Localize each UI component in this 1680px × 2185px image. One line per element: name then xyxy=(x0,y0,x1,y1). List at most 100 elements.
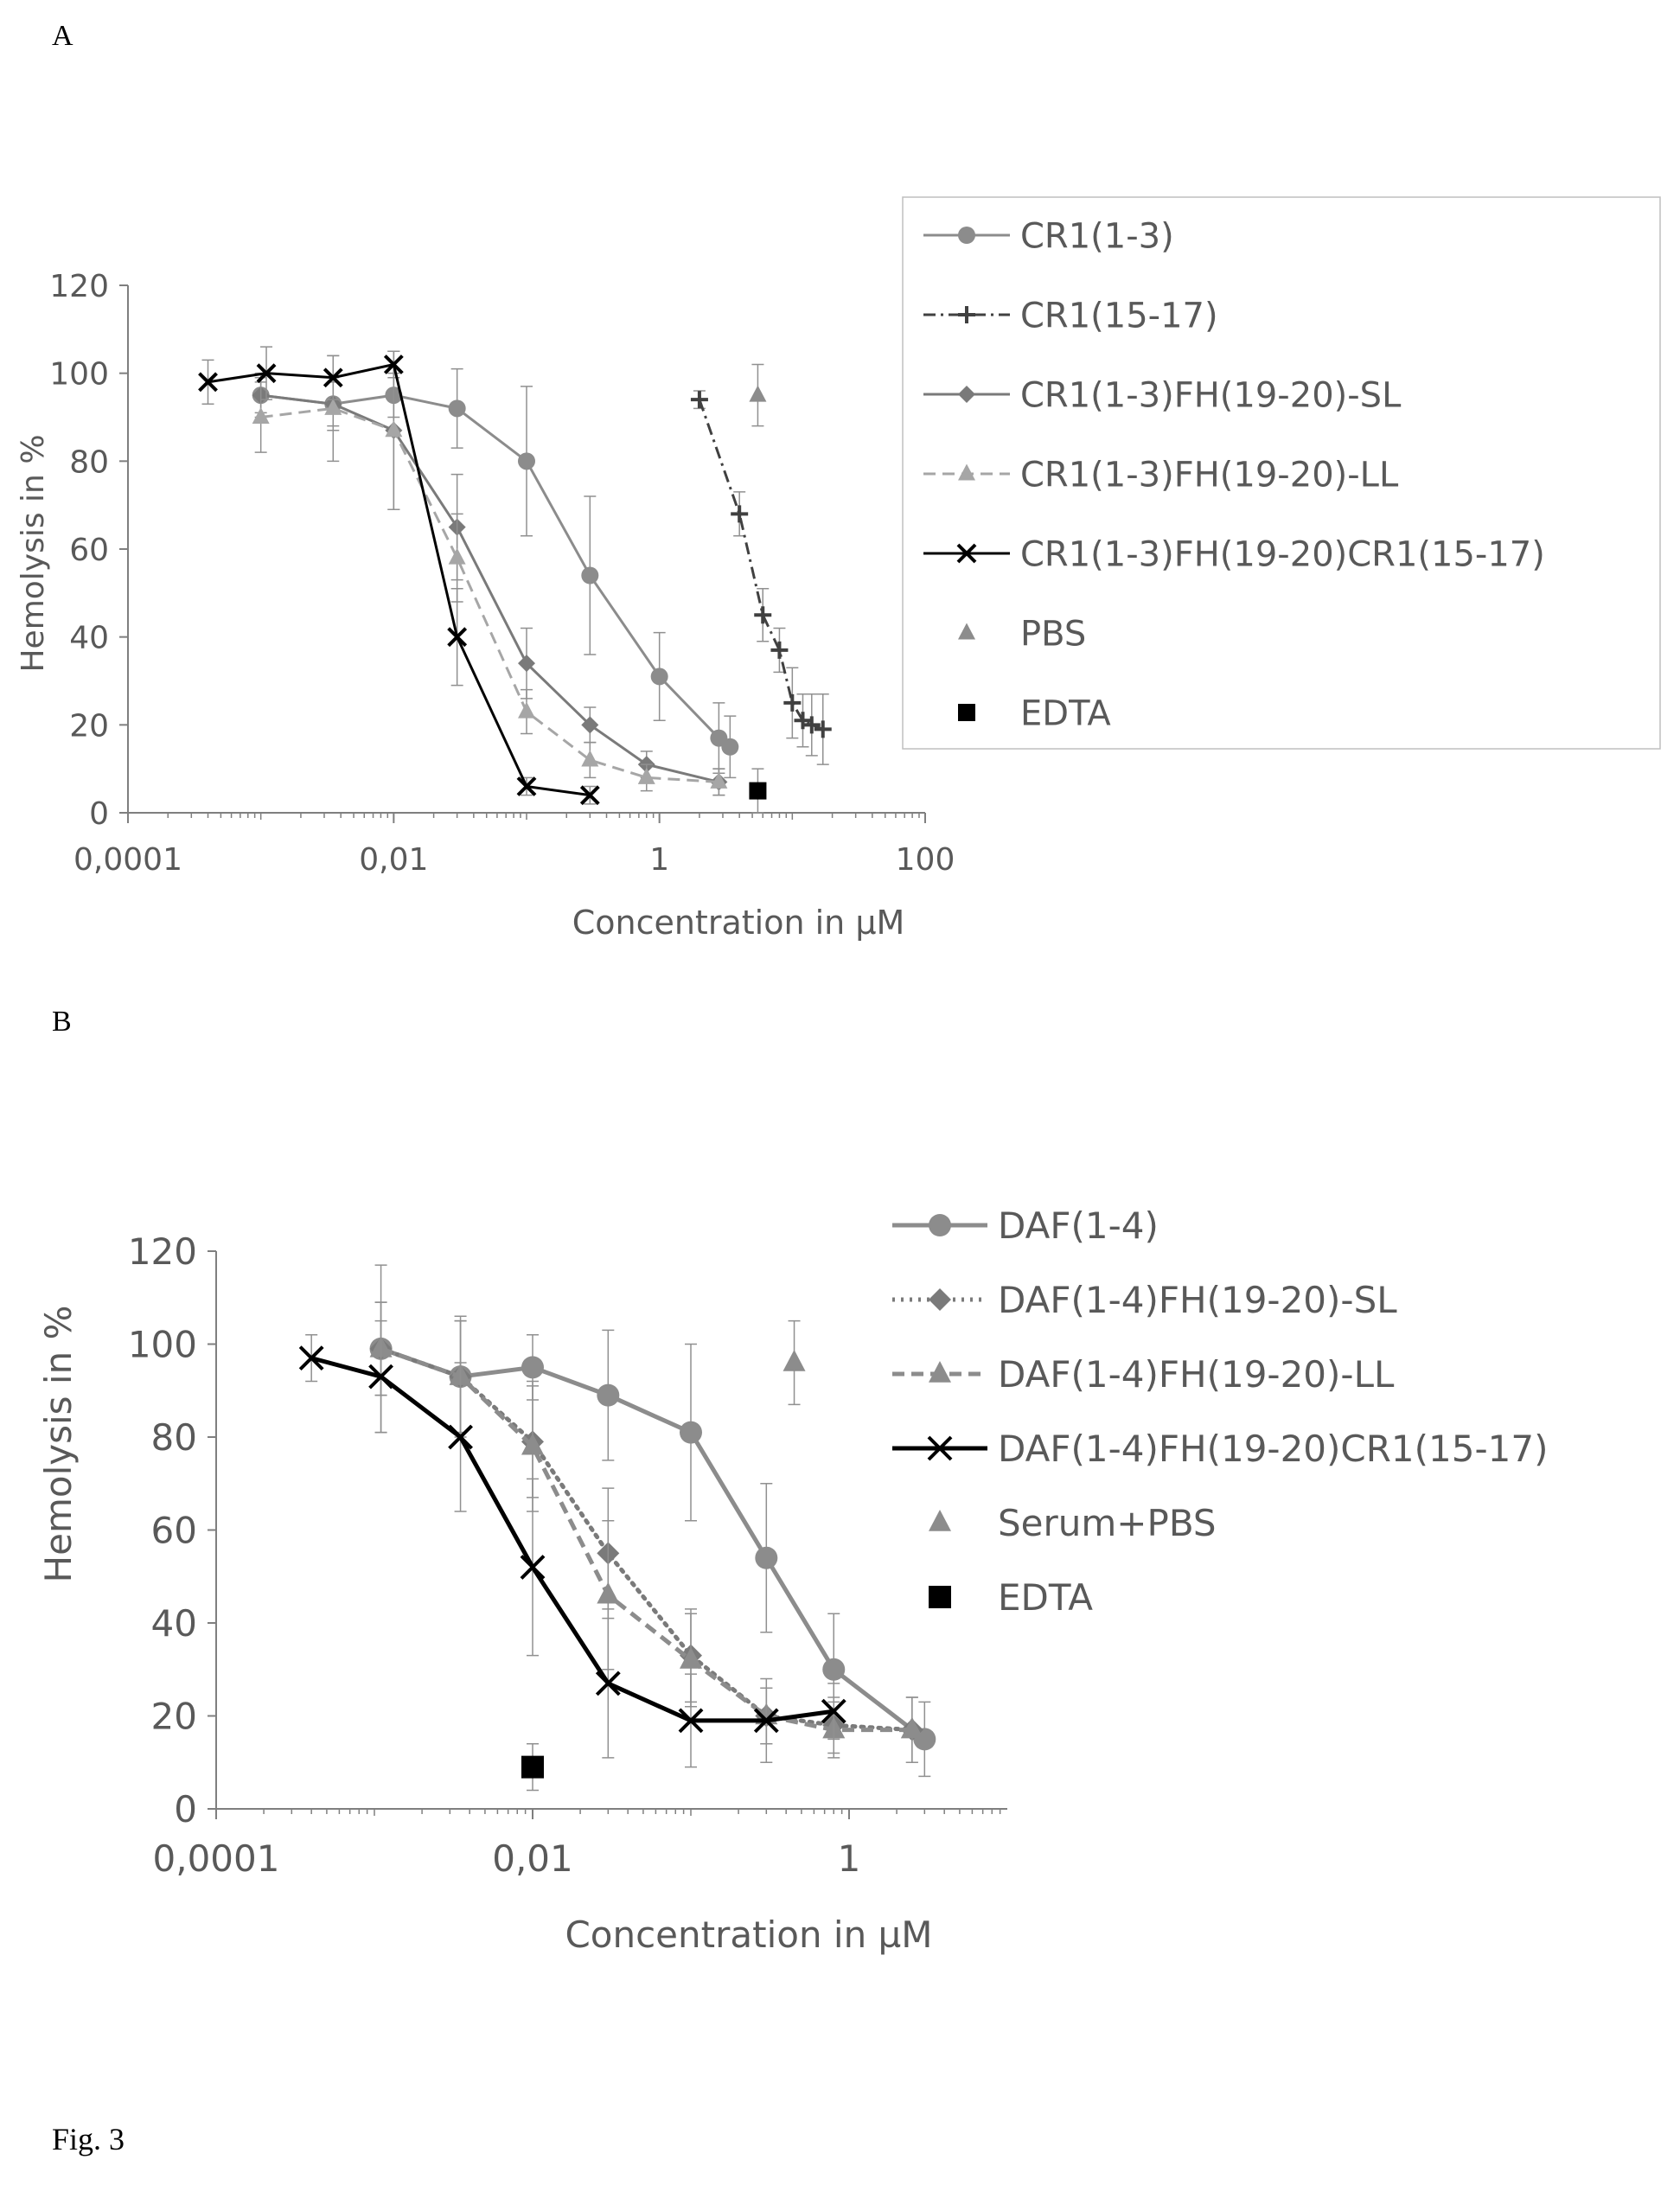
data-point xyxy=(581,566,599,585)
legend-marker xyxy=(958,704,975,721)
x-tick-label: 0,0001 xyxy=(153,1837,280,1880)
y-tick-label: 80 xyxy=(151,1416,197,1459)
data-point xyxy=(821,1698,846,1724)
chart-b: Hemolysis in % Concentration in µM 0 20 40… xyxy=(37,1204,1548,1956)
legend-entry: CR1(15-17) xyxy=(923,296,1218,335)
legend-box xyxy=(902,196,1661,750)
legend-marker xyxy=(958,463,975,481)
data-point xyxy=(783,693,802,712)
legend-label: DAF(1-4)FH(19-20)-SL xyxy=(998,1279,1397,1321)
data-point xyxy=(595,1671,621,1696)
data-point xyxy=(754,606,772,624)
data-point xyxy=(753,1708,779,1734)
data-point xyxy=(521,1433,544,1455)
series-line xyxy=(260,393,719,783)
legend-label: PBS xyxy=(1020,614,1086,654)
series-line xyxy=(698,399,824,731)
data-point xyxy=(256,363,277,384)
series-line xyxy=(310,1356,834,1723)
data-point xyxy=(597,1581,620,1604)
data-point xyxy=(690,391,708,409)
data-point xyxy=(822,1658,846,1681)
data-point xyxy=(680,1647,702,1669)
data-point xyxy=(597,1383,620,1407)
series xyxy=(521,1743,544,1792)
legend-marker xyxy=(929,1214,951,1236)
series xyxy=(369,1301,923,1763)
x-axis-title: Concentration in µM xyxy=(572,904,905,942)
panel-a-label: A xyxy=(52,20,73,52)
data-point xyxy=(650,668,668,686)
y-tick-label: 60 xyxy=(151,1510,197,1552)
data-point xyxy=(581,750,599,767)
series xyxy=(783,1319,806,1406)
legend-entry: CR1(1-3)FH(19-20)CR1(15-17) xyxy=(923,534,1545,574)
legend-entry: CR1(1-3)FH(19-20)-SL xyxy=(923,375,1402,415)
legend-marker xyxy=(958,386,975,403)
data-point xyxy=(448,1424,473,1450)
series-line xyxy=(379,1346,915,1733)
y-tick-label: 100 xyxy=(49,357,109,393)
x-tick-label: 0,01 xyxy=(359,842,428,878)
legend-entry: PBS xyxy=(958,614,1086,654)
x-tick-label: 100 xyxy=(896,842,955,878)
data-point xyxy=(198,372,218,393)
legend-entry: DAF(1-4)FH(19-20)-LL xyxy=(892,1353,1395,1396)
legend-label: CR1(1-3) xyxy=(1020,216,1174,256)
y-tick-label: 120 xyxy=(128,1230,197,1273)
legend-entry: Serum+PBS xyxy=(929,1502,1217,1544)
legend-marker xyxy=(958,306,975,323)
legend-marker xyxy=(929,1361,951,1383)
data-point xyxy=(521,1755,544,1779)
y-axis-title: Hemolysis in % xyxy=(37,1306,80,1583)
data-point xyxy=(680,1421,702,1444)
legend-label: CR1(15-17) xyxy=(1020,296,1218,335)
legend-marker xyxy=(929,1586,951,1608)
y-tick-label: 100 xyxy=(128,1324,197,1366)
legend-entry: DAF(1-4)FH(19-20)-SL xyxy=(892,1279,1397,1321)
data-point xyxy=(802,716,821,734)
series xyxy=(749,363,767,427)
data-point xyxy=(900,1716,923,1739)
legend-label: CR1(1-3)FH(19-20)-LL xyxy=(1020,455,1399,495)
data-point xyxy=(518,452,535,470)
chart-a: Hemolysis in % Concentration in µM 0 20 40… xyxy=(16,196,1661,942)
data-point xyxy=(678,1708,704,1734)
y-axis-title: Hemolysis in % xyxy=(16,434,51,672)
data-point xyxy=(383,355,404,374)
data-point xyxy=(579,785,600,806)
data-point xyxy=(447,627,468,648)
figure-caption: Fig. 3 xyxy=(52,2122,125,2156)
data-point xyxy=(637,767,655,784)
x-tick-label: 0,0001 xyxy=(73,842,182,878)
y-tick-label: 60 xyxy=(69,533,109,568)
series xyxy=(252,350,728,796)
data-point xyxy=(368,1364,393,1390)
data-point xyxy=(814,720,832,738)
legend-entry: DAF(1-4)FH(19-20)CR1(15-17) xyxy=(892,1428,1548,1470)
data-point xyxy=(324,398,342,415)
y-tick-label: 0 xyxy=(89,796,109,832)
data-point xyxy=(298,1345,324,1371)
legend-marker xyxy=(958,623,975,640)
data-point xyxy=(518,701,535,719)
y-tick-label: 0 xyxy=(174,1788,197,1830)
legend-label: CR1(1-3)FH(19-20)-SL xyxy=(1020,375,1402,415)
legend-label: CR1(1-3)FH(19-20)CR1(15-17) xyxy=(1020,534,1545,574)
series xyxy=(298,1319,846,1768)
data-point xyxy=(518,655,535,673)
panel-b-label: B xyxy=(52,1006,72,1038)
x-tick-label: 1 xyxy=(838,1837,861,1880)
series xyxy=(690,390,832,765)
y-tick-label: 20 xyxy=(151,1696,197,1738)
data-point xyxy=(516,776,537,796)
data-point xyxy=(710,771,728,789)
data-point xyxy=(581,716,599,734)
y-tick-label: 40 xyxy=(151,1602,197,1645)
legend-marker xyxy=(927,1435,953,1461)
data-point xyxy=(252,407,270,424)
legend-marker xyxy=(956,543,977,564)
legend-label: DAF(1-4)FH(19-20)CR1(15-17) xyxy=(998,1428,1548,1470)
legend-entry: CR1(1-3) xyxy=(923,216,1174,256)
